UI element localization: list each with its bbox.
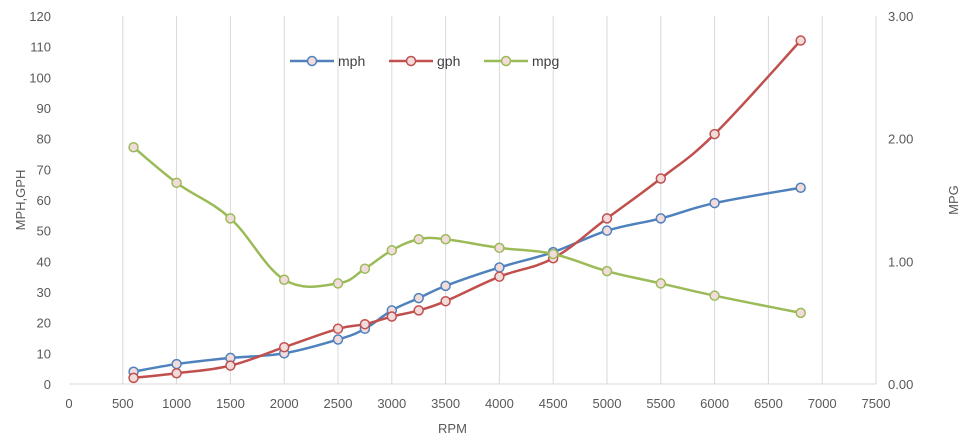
data-point-mpg xyxy=(795,307,806,319)
data-point-gph xyxy=(278,341,290,353)
series-layer xyxy=(128,35,806,384)
y-tick-label: 70 xyxy=(37,162,51,177)
y-tick-label: 60 xyxy=(37,193,51,208)
data-point-gph xyxy=(359,318,371,330)
x-axis-ticks: 0 500 1000 1500 2000 2500 3000 3500 4000 4500 5000… xyxy=(65,396,890,411)
x-tick-label: 7000 xyxy=(808,396,837,411)
data-point-mph xyxy=(795,182,806,193)
legend: mph gph mpg xyxy=(290,53,559,69)
x-tick-label: 500 xyxy=(112,396,134,411)
data-point-gph xyxy=(225,360,236,371)
y2-tick-label: 0.00 xyxy=(888,377,913,392)
x-tick-label: 0 xyxy=(65,396,72,411)
x-tick-label: 6000 xyxy=(700,396,729,411)
data-point-gph xyxy=(128,372,139,384)
data-point-gph xyxy=(171,368,182,379)
x-tick-label: 6500 xyxy=(754,396,783,411)
data-point-mpg xyxy=(332,278,344,289)
data-point-mph xyxy=(709,197,720,209)
y-tick-label: 100 xyxy=(29,70,51,85)
series-line-gph xyxy=(133,39,802,380)
data-point-gph xyxy=(709,128,720,140)
y-tick-label: 20 xyxy=(37,316,51,331)
data-point-mph xyxy=(494,262,505,273)
data-point-mpg xyxy=(601,265,613,277)
legend-label-mph: mph xyxy=(338,53,365,69)
data-point-mpg xyxy=(494,242,505,254)
x-tick-label: 3000 xyxy=(377,396,406,411)
data-point-mph xyxy=(332,334,344,345)
data-point-mpg xyxy=(655,278,667,289)
data-point-mpg xyxy=(709,290,720,301)
data-point-gph xyxy=(440,295,451,307)
x-tick-label: 5500 xyxy=(646,396,675,411)
y-tick-label: 110 xyxy=(30,40,51,55)
x-tick-label: 2500 xyxy=(324,396,353,411)
data-point-mph xyxy=(655,213,667,224)
y2-tick-label: 3.00 xyxy=(888,9,913,24)
legend-item-mpg: mpg xyxy=(484,53,559,69)
legend-item-mph: mph xyxy=(290,53,365,69)
data-point-gph xyxy=(494,271,505,282)
x-tick-label: 2000 xyxy=(270,396,299,411)
y-tick-label: 0 xyxy=(44,377,51,392)
legend-marker-mpg xyxy=(500,55,512,67)
y-axis-right-ticks: 0.00 1.00 2.00 3.00 xyxy=(888,9,913,392)
x-tick-label: 7500 xyxy=(862,396,891,411)
data-point-gph xyxy=(413,305,424,316)
series-mpg xyxy=(128,142,806,319)
data-point-mpg xyxy=(440,234,451,245)
gridlines xyxy=(122,16,877,384)
data-point-mpg xyxy=(386,245,398,256)
legend-marker-mph xyxy=(306,55,318,67)
y-tick-label: 40 xyxy=(37,254,51,269)
x-axis-title: RPM xyxy=(438,421,467,436)
data-point-mpg xyxy=(128,142,139,153)
data-point-gph xyxy=(795,35,806,46)
x-tick-label: 3500 xyxy=(431,396,460,411)
data-point-gph xyxy=(386,311,398,322)
x-tick-label: 1500 xyxy=(216,396,245,411)
x-tick-label: 5000 xyxy=(593,396,622,411)
data-point-mph xyxy=(440,280,451,292)
data-point-mpg xyxy=(278,274,290,285)
data-point-mpg xyxy=(359,263,371,274)
data-point-gph xyxy=(332,323,344,335)
y2-tick-label: 1.00 xyxy=(888,254,913,269)
series-line-mpg xyxy=(132,146,801,315)
x-tick-label: 4500 xyxy=(539,396,568,411)
data-point-mpg xyxy=(547,248,559,260)
y-axis-left-ticks: 0 10 20 30 40 50 60 70 80 90 100 110 120 xyxy=(29,9,51,392)
data-point-mph xyxy=(601,225,613,236)
y-tick-label: 90 xyxy=(37,101,51,116)
series-gph xyxy=(128,35,806,384)
data-point-mpg xyxy=(225,213,236,224)
y-tick-label: 30 xyxy=(37,285,51,300)
y-tick-label: 50 xyxy=(37,224,51,239)
legend-label-mpg: mpg xyxy=(532,53,559,69)
data-point-mph xyxy=(413,292,424,304)
y-axis-right-title: MPG xyxy=(946,185,961,215)
x-tick-label: 1000 xyxy=(162,396,191,411)
data-point-gph xyxy=(601,213,613,224)
x-tick-label: 4000 xyxy=(485,396,514,411)
legend-item-gph: gph xyxy=(389,53,460,69)
data-point-mph xyxy=(171,358,182,370)
y-tick-label: 10 xyxy=(37,346,51,361)
legend-label-gph: gph xyxy=(437,53,460,69)
y-tick-label: 80 xyxy=(37,132,51,147)
data-point-mpg xyxy=(413,234,424,245)
legend-marker-gph xyxy=(405,55,417,67)
y-tick-label: 120 xyxy=(29,9,51,24)
y-axis-left-title: MPH,GPH xyxy=(13,170,28,231)
data-point-mpg xyxy=(171,177,182,189)
y2-tick-label: 2.00 xyxy=(888,132,913,147)
data-point-gph xyxy=(655,173,667,184)
